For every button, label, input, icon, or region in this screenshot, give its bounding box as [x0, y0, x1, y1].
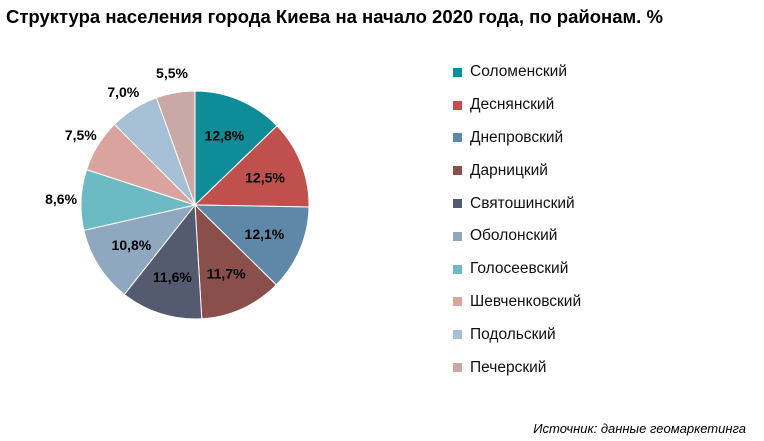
- legend-swatch: [453, 264, 462, 274]
- slice-data-label: 10,8%: [112, 237, 152, 253]
- legend-item: Оболонский: [453, 220, 581, 253]
- legend-label: Дарницкий: [470, 161, 548, 179]
- legend-label: Святошинский: [470, 194, 575, 212]
- legend-swatch: [453, 166, 462, 176]
- legend-item: Голосеевский: [453, 253, 581, 286]
- legend-label: Подольский: [470, 325, 556, 343]
- slice-data-label: 8,6%: [45, 191, 77, 207]
- legend-swatch: [453, 67, 462, 77]
- legend-item: Соломенский: [453, 56, 581, 89]
- legend-item: Дарницкий: [453, 154, 581, 187]
- slice-data-label: 12,1%: [245, 226, 285, 242]
- legend-label: Деснянский: [470, 96, 555, 114]
- legend-label: Соломенский: [470, 63, 567, 81]
- legend-swatch: [453, 363, 462, 373]
- legend-label: Голосеевский: [470, 260, 569, 278]
- legend-swatch: [453, 133, 462, 143]
- legend-label: Шевченковский: [470, 292, 582, 310]
- slice-data-label: 7,0%: [107, 84, 139, 100]
- slice-data-label: 11,7%: [207, 266, 246, 282]
- legend-label: Печерский: [470, 358, 547, 376]
- pie-slice: [193, 204, 310, 286]
- pie-slice: [123, 203, 203, 320]
- source-note: Источник: данные геомаркетинга: [533, 421, 746, 436]
- legend-item: Днепровский: [453, 122, 581, 155]
- slice-data-label: 7,5%: [65, 127, 97, 143]
- legend-item: Шевченковский: [453, 286, 581, 319]
- pie-slice: [193, 125, 310, 208]
- slice-data-label: 12,8%: [205, 128, 245, 144]
- chart-title: Структура населения города Киева на нача…: [6, 6, 663, 27]
- legend-swatch: [453, 100, 462, 110]
- pie-slice: [194, 203, 278, 320]
- slice-data-label: 12,5%: [245, 169, 285, 185]
- legend-label: Оболонский: [470, 227, 558, 245]
- legend-item: Деснянский: [453, 89, 581, 122]
- legend-item: Печерский: [453, 351, 581, 384]
- pie-slice: [83, 204, 197, 296]
- legend-item: Святошинский: [453, 187, 581, 220]
- legend-label: Днепровский: [470, 128, 564, 146]
- legend-swatch: [453, 231, 462, 241]
- legend-swatch: [453, 297, 462, 307]
- slice-data-label: 11,6%: [153, 269, 192, 285]
- slice-data-label: 5,5%: [156, 65, 188, 81]
- legend-swatch: [453, 199, 462, 209]
- chart-legend: Соломенский Деснянский Днепровский Дарницки…: [453, 56, 581, 384]
- pie-slice: [155, 90, 196, 206]
- legend-item: Подольский: [453, 318, 581, 351]
- pie-slice: [194, 90, 278, 207]
- legend-swatch: [453, 330, 462, 340]
